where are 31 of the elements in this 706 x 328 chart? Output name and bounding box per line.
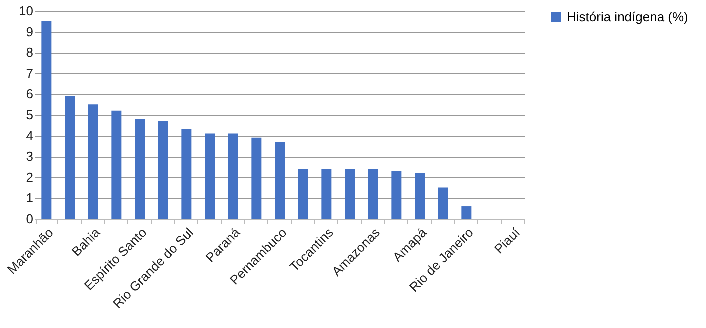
y-tick-label: 2: [26, 170, 34, 185]
bar: [158, 121, 168, 219]
y-tick-label: 10: [19, 4, 34, 18]
bar: [42, 21, 52, 219]
bar: [65, 96, 75, 219]
y-tick-label: 7: [26, 66, 34, 81]
bar: [345, 169, 355, 219]
bar: [275, 142, 285, 219]
y-tick-label: 3: [26, 149, 34, 164]
y-tick-label: 5: [26, 108, 34, 122]
bar: [322, 169, 332, 219]
bar: [252, 138, 262, 219]
y-tick-label: 6: [26, 86, 34, 102]
bar: [298, 169, 308, 219]
bar: [205, 134, 215, 219]
bar: [112, 110, 122, 219]
bar: [135, 119, 145, 219]
bar: [438, 188, 448, 219]
bar: [392, 171, 402, 219]
y-tick-label: 4: [26, 128, 34, 144]
y-tick-label: 1: [26, 190, 34, 206]
y-tick-label: 0: [26, 212, 34, 226]
bar: [88, 104, 98, 219]
bar: [182, 130, 192, 219]
bar: [415, 173, 425, 219]
y-tick-label: 9: [26, 24, 34, 40]
bar: [368, 169, 378, 219]
legend-label: História indígena (%): [567, 10, 688, 24]
bar: [462, 206, 472, 219]
y-tick-label: 8: [26, 45, 34, 60]
bar: [228, 134, 238, 219]
